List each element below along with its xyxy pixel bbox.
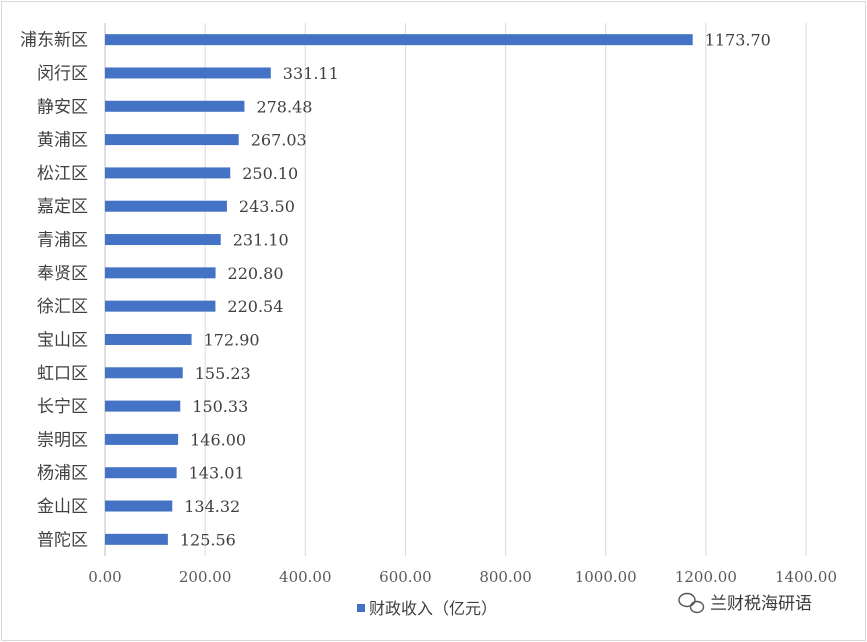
data-label: 125.56 <box>180 530 236 549</box>
data-label: 278.48 <box>256 97 312 116</box>
bar <box>105 167 231 179</box>
bar <box>105 300 216 312</box>
category-label: 崇明区 <box>37 430 88 450</box>
legend-label: 财政收入（亿元） <box>369 599 497 618</box>
x-tick-label: 1000.00 <box>575 568 637 586</box>
category-label: 青浦区 <box>37 231 88 251</box>
bar <box>105 467 177 479</box>
bar <box>105 400 181 412</box>
bar <box>105 433 179 445</box>
category-label: 浦东新区 <box>20 31 88 51</box>
data-label: 150.33 <box>192 397 248 416</box>
data-label: 267.03 <box>251 131 307 150</box>
category-label: 宝山区 <box>37 330 88 350</box>
data-label: 220.80 <box>228 264 284 283</box>
bar <box>105 333 192 345</box>
category-label: 长宁区 <box>37 397 88 417</box>
bar <box>105 267 216 279</box>
category-label: 松江区 <box>37 164 88 184</box>
bar <box>105 67 271 79</box>
bar <box>105 134 239 146</box>
watermark-label: 兰财税海研语 <box>710 594 812 614</box>
bar <box>105 200 227 212</box>
x-tick-label: 200.00 <box>179 568 232 586</box>
category-label: 虹口区 <box>37 364 88 384</box>
bar <box>105 533 168 545</box>
data-label: 231.10 <box>233 231 289 250</box>
data-label: 134.32 <box>184 497 240 516</box>
category-label: 嘉定区 <box>37 197 88 217</box>
data-label: 243.50 <box>239 197 295 216</box>
category-label: 普陀区 <box>37 530 88 550</box>
bar <box>105 34 693 46</box>
data-label: 143.01 <box>189 464 245 483</box>
data-label: 155.23 <box>195 364 251 383</box>
x-tick-label: 1200.00 <box>675 568 737 586</box>
category-label: 奉贤区 <box>37 264 88 284</box>
bar <box>105 234 221 246</box>
category-label: 静安区 <box>37 97 88 117</box>
category-label: 黄浦区 <box>37 131 88 151</box>
category-label: 金山区 <box>37 497 88 517</box>
data-label: 250.10 <box>242 164 298 183</box>
category-label: 杨浦区 <box>37 464 88 484</box>
category-label: 徐汇区 <box>37 297 88 317</box>
x-tick-label: 0.00 <box>88 568 121 586</box>
data-label: 1173.70 <box>705 31 771 50</box>
x-tick-label: 1400.00 <box>775 568 837 586</box>
data-label: 331.11 <box>283 64 339 83</box>
wechat-icon <box>678 592 705 614</box>
x-tick-label: 400.00 <box>279 568 332 586</box>
legend-swatch <box>357 604 365 612</box>
data-label: 220.54 <box>227 297 283 316</box>
data-label: 146.00 <box>190 430 246 449</box>
bar <box>105 367 183 379</box>
x-tick-label: 600.00 <box>379 568 432 586</box>
bar <box>105 500 173 512</box>
x-tick-label: 800.00 <box>479 568 532 586</box>
category-label: 闵行区 <box>37 64 88 84</box>
bar <box>105 100 245 112</box>
data-label: 172.90 <box>204 330 260 349</box>
